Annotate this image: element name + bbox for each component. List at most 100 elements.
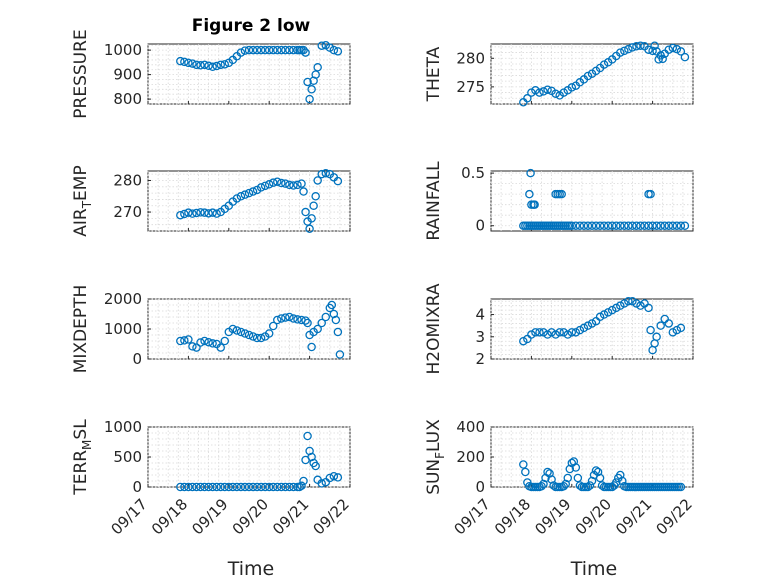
mixdepth-data-point <box>301 316 310 325</box>
rainfall-data-point <box>603 221 613 230</box>
sun-flux-data-point <box>573 473 583 483</box>
air-temp-data-point <box>293 180 302 190</box>
mixdepth-data-point <box>335 350 345 359</box>
air-temp-data-point <box>260 181 270 191</box>
sun-flux-data-point <box>537 481 546 491</box>
sun-flux-ytick-label: 200 <box>456 448 485 466</box>
terr-msl-xtick-label: 09/19 <box>188 495 231 538</box>
air-temp-data-point <box>321 168 331 178</box>
theta-data-point <box>676 47 686 56</box>
terr-msl-data-point <box>252 482 262 492</box>
pressure-data-point <box>317 41 326 50</box>
sun-flux-data-point <box>519 460 528 469</box>
rainfall-data-point <box>672 221 682 230</box>
rainfall-data-point <box>607 221 617 230</box>
h2omixra-data-point <box>519 336 528 346</box>
theta-data-point <box>523 94 532 103</box>
mixdepth-ylabel: MIXDEPTH <box>71 285 91 374</box>
rainfall-data-point <box>660 221 669 230</box>
terr-msl-xtick-label: 09/17 <box>108 495 151 538</box>
rainfall-data-point <box>567 221 577 230</box>
mixdepth-ytick-label: 1000 <box>104 320 142 338</box>
air-temp-data-point <box>333 176 343 186</box>
rainfall-ylabel: RAINFALL <box>424 161 444 241</box>
h2omixra-data-point <box>668 328 678 337</box>
h2omixra-data-point <box>571 328 581 337</box>
theta-data-point <box>628 43 637 52</box>
mixdepth-data-point <box>188 342 197 351</box>
h2omixra-ylabel: H2OMIXRA <box>424 283 444 374</box>
rainfall-data-point <box>664 221 674 230</box>
pressure-data-point <box>192 60 201 70</box>
terr-msl-data-point <box>289 482 298 492</box>
theta-data-point <box>624 44 633 54</box>
theta-data-point <box>648 46 657 56</box>
x-axis-label-right: Time <box>570 558 618 580</box>
h2omixra-data-point <box>555 328 564 337</box>
sun-flux-xtick-label: 09/19 <box>531 495 574 538</box>
mixdepth-data-point <box>236 327 246 337</box>
air-temp-data-point <box>208 208 217 217</box>
theta-data-point <box>658 54 667 64</box>
air-temp-axes-box <box>147 170 351 232</box>
h2omixra-data-point <box>587 319 597 328</box>
h2omixra-data-point <box>559 328 568 337</box>
mixdepth-data-point <box>273 315 282 325</box>
air-temp-ytick-label: 280 <box>113 171 142 189</box>
pressure-data-point <box>200 60 209 70</box>
sun-flux-data-point <box>543 467 552 477</box>
air-temp-data-point <box>248 187 258 196</box>
rainfall-data-point <box>640 221 649 230</box>
air-temp-data-point <box>232 194 242 203</box>
sun-flux-data-point <box>563 473 573 483</box>
h2omixra-data-point <box>551 330 560 339</box>
theta-data-point <box>539 87 548 96</box>
terr-msl-data-point <box>228 482 238 492</box>
rainfall-data-point <box>571 221 581 230</box>
h2omixra-data-point <box>599 310 609 319</box>
theta-data-point <box>650 41 659 50</box>
terr-msl-ylabel: TERRMSL <box>71 419 94 496</box>
pressure-data-point <box>256 45 266 55</box>
rainfall-ytick-label: 0 <box>475 217 485 235</box>
h2omixra-data-point <box>656 321 665 330</box>
sun-flux-data-point <box>549 481 558 490</box>
subplot-theta: 275 280 THETA <box>424 41 694 107</box>
air-temp-data-point <box>317 169 326 179</box>
pressure-data-point <box>307 85 316 94</box>
subplot-rainfall: 0 0.5 RAINFALL <box>424 161 694 241</box>
air-temp-data-point <box>180 209 189 219</box>
theta-data-point <box>680 52 690 62</box>
air-temp-data-point <box>307 214 316 223</box>
pressure-data-point <box>299 45 308 55</box>
mixdepth-data-point <box>232 326 242 335</box>
theta-data-point <box>668 43 678 53</box>
h2omixra-data-point <box>583 321 593 330</box>
mixdepth-data-point <box>196 338 205 347</box>
h2omixra-ytick-label: 3 <box>475 328 485 346</box>
rainfall-data-point <box>652 221 661 230</box>
h2omixra-data-point <box>676 323 686 333</box>
rainfall-data-point <box>583 221 593 230</box>
theta-data-point <box>567 83 577 92</box>
terr-msl-data-point <box>240 482 250 492</box>
terr-msl-ytick-label: 1000 <box>104 418 142 436</box>
rainfall-data-point <box>611 221 621 230</box>
pressure-data-point <box>176 56 185 66</box>
subplot-air-temp: 270 280 AIRTEMP <box>71 165 351 237</box>
air-temp-data-point <box>200 208 209 217</box>
terr-msl-data-point <box>184 482 193 492</box>
pressure-data-point <box>281 45 290 55</box>
h2omixra-data-point <box>632 299 641 308</box>
h2omixra-data-point <box>539 328 548 337</box>
sun-flux-data-point <box>585 481 595 490</box>
mixdepth-data-point <box>248 332 258 341</box>
sun-flux-data-point <box>583 482 593 492</box>
air-temp-data-point <box>244 188 254 198</box>
terr-msl-data-point <box>311 461 320 471</box>
mixdepth-data-point <box>252 333 262 343</box>
pressure-data-point <box>204 61 213 71</box>
pressure-data-point <box>216 60 225 70</box>
terr-msl-data-point <box>188 482 197 492</box>
